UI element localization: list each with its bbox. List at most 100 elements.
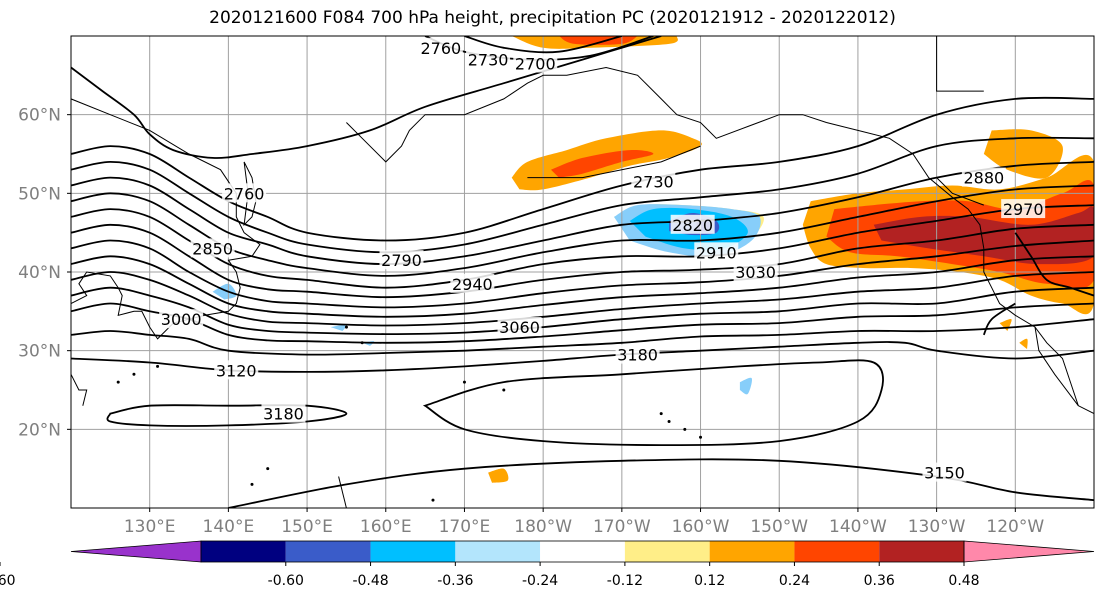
contour-label: 2910 (696, 243, 737, 262)
colorbar-swatch (624, 541, 710, 562)
contour-label: 2760 (224, 184, 265, 203)
island (431, 498, 435, 502)
colorbar-swatch (709, 541, 795, 562)
lat-tick-label: 20°N (18, 420, 61, 440)
precip-area (488, 468, 509, 483)
island (132, 372, 136, 376)
lon-tick-label: 130°E (124, 517, 176, 537)
contour-label-bg (214, 360, 259, 380)
precip-area (330, 324, 347, 331)
coastline (346, 66, 1094, 415)
lat-tick-label: 60°N (18, 106, 61, 126)
island (502, 388, 506, 392)
island (266, 467, 270, 471)
colorbar-swatch (540, 541, 625, 562)
lon-tick-label: 160°W (672, 517, 730, 537)
colorbar-swatch (794, 541, 880, 562)
lon-tick-label: 180°W (514, 517, 572, 537)
contour-label: 3000 (161, 310, 202, 329)
colorbar-tick-label: -0.48 (352, 573, 388, 589)
height-contour (71, 36, 662, 159)
height-contour (422, 359, 884, 447)
lat-tick-label: 50°N (18, 184, 61, 204)
contour-label: 2820 (672, 216, 713, 235)
contour-label: 2730 (633, 173, 674, 192)
contour-label-bg (670, 214, 715, 234)
contour-label-bg (631, 171, 676, 191)
contour-label: 3060 (499, 318, 540, 337)
contour-label: 2970 (1003, 200, 1044, 219)
precip-area (739, 377, 752, 395)
contour-label: 2730 (468, 51, 509, 70)
coastline (936, 177, 984, 206)
coastline (338, 476, 347, 508)
coastline (936, 36, 984, 92)
island (659, 412, 663, 416)
contour-label: 2880 (963, 169, 1004, 188)
contour-label-bg (922, 462, 967, 482)
island (683, 427, 687, 431)
precip-area (873, 206, 1094, 265)
height-contour (464, 36, 623, 54)
lat-tick-label: 30°N (18, 342, 61, 362)
height-contour (71, 286, 1094, 336)
lon-tick-label: 150°W (750, 517, 808, 537)
height-contour (71, 239, 1094, 309)
contour-label: 2760 (420, 39, 461, 58)
lon-tick-label: 170°W (593, 517, 651, 537)
contour-label-bg (159, 309, 204, 329)
colorbar-tick-label: 0.24 (779, 573, 810, 589)
height-contour (71, 318, 1094, 356)
contour-label: 3180 (263, 405, 304, 424)
contour-label-bg (190, 238, 235, 258)
height-contour (71, 161, 1094, 266)
contour-label-bg (513, 53, 558, 73)
axis-ticks: 130°E 140°E 150°E 160°E 170°E 180°W 170°W 160°W… (18, 106, 1044, 537)
height-contour (71, 271, 1094, 327)
precip-area (212, 283, 237, 300)
chart-title: 2020121600 F084 700 hPa height, precipit… (209, 8, 896, 28)
contour-label-bg (1001, 199, 1046, 219)
colorbar-swatch (370, 541, 456, 562)
colorbar-frame (200, 540, 965, 563)
contour-label-bg (615, 344, 660, 364)
contour-label-bg (222, 183, 267, 203)
island (344, 325, 348, 329)
island (699, 435, 703, 439)
colorbar-extend-high (963, 540, 1095, 563)
contour-label-bg (450, 273, 495, 293)
contour-labels: 2760 2850 3000 3120 3180 2760 2730 2700 2730 2820… (159, 37, 1046, 483)
colorbar-tick-label: -0.12 (607, 573, 643, 589)
island (156, 364, 160, 368)
island (667, 419, 671, 423)
contour-label: 2850 (192, 239, 233, 258)
precip-area (558, 36, 638, 45)
colorbar-swatch (285, 541, 371, 562)
contour-label: 3150 (924, 464, 965, 483)
colorbar-extend-low (70, 540, 202, 563)
lon-tick-label: 170°E (439, 517, 491, 537)
colorbar: -0.60 -0.48 -0.36 -0.24 -0.12 0.12 0.24 0.36 0.4… (0, 540, 1095, 589)
colorbar-swatch (879, 541, 964, 562)
contour-label: 2790 (381, 251, 422, 270)
height-contour (71, 184, 1094, 277)
contour-label: 3180 (617, 346, 658, 365)
height-contour (71, 136, 1094, 254)
height-contour (71, 96, 1094, 242)
contour-label-bg (466, 49, 511, 69)
colorbar-swatch (201, 541, 286, 562)
island (116, 380, 120, 384)
contour-label: 3120 (216, 361, 257, 380)
lon-tick-label: 150°E (281, 517, 333, 537)
colorbar-tick-label: 0.36 (864, 573, 895, 589)
colorbar-tick-label: -0.60 (268, 573, 304, 589)
precip-area (1019, 338, 1028, 350)
colorbar-tick-label: 0.12 (694, 573, 725, 589)
coastline (1034, 327, 1079, 407)
contour-label-bg (733, 262, 778, 281)
height-contour (71, 255, 1094, 318)
coastline (71, 374, 88, 406)
height-contour (106, 404, 348, 427)
lon-tick-label: 140°W (829, 517, 887, 537)
